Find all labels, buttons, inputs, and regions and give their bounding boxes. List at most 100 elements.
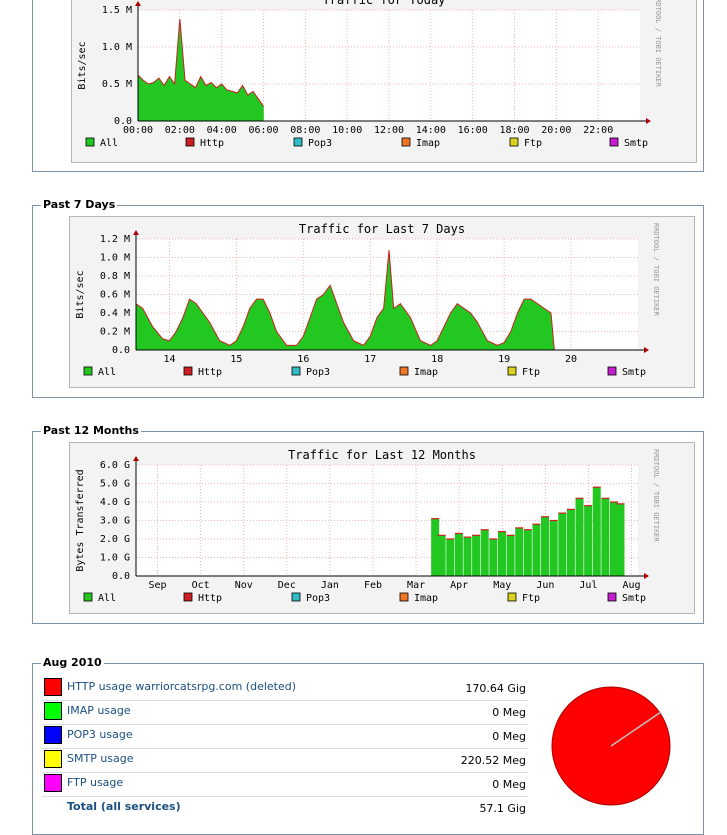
- legend-label-ftp: Ftp: [522, 593, 540, 604]
- usage-row-pop3: POP3 usage 0 Meg: [42, 724, 528, 749]
- legend-swatch-imap: [399, 366, 409, 376]
- x-tick-label: 04:00: [207, 125, 237, 136]
- data-bar: [575, 498, 584, 576]
- smtp-swatch: [44, 750, 62, 768]
- legend-swatch-pop3: [291, 366, 301, 376]
- legend-swatch-http: [185, 137, 195, 147]
- legend-swatch-all: [85, 137, 95, 147]
- data-bar: [506, 535, 515, 576]
- legend-label-pop3: Pop3: [308, 138, 332, 149]
- ftp-usage-value: 0 Meg: [492, 778, 526, 791]
- y-tick-label: 1.0 M: [100, 253, 130, 264]
- usage-row-imap: IMAP usage 0 Meg: [42, 700, 528, 725]
- rrdtool-watermark: RRDTOOL / TOBI OETIKER: [654, 0, 662, 88]
- data-bar: [515, 527, 524, 576]
- legend-label-ftp: Ftp: [522, 367, 540, 378]
- legend-label-pop3: Pop3: [306, 367, 330, 378]
- x-tick-label: 08:00: [290, 125, 320, 136]
- y-tick-label: 0.8 M: [100, 271, 130, 282]
- legend-swatch-ftp: [509, 137, 519, 147]
- ftp-swatch: [44, 774, 62, 792]
- y-tick-label: 0.5 M: [102, 79, 132, 90]
- legend-label-all: All: [98, 367, 116, 378]
- y-axis-arrow: [133, 230, 139, 235]
- data-bar: [489, 539, 498, 576]
- data-bar: [558, 513, 567, 576]
- chart-title: Traffic for Last 7 Days: [299, 222, 465, 236]
- x-axis-arrow: [646, 118, 651, 124]
- y-axis-label: Bytes Transferred: [75, 469, 86, 571]
- past12-section: Past 12 Months Traffic for Last 12 Month…: [32, 424, 704, 624]
- chart-title: Traffic for Last 12 Months: [288, 448, 476, 462]
- x-tick-label: 14:00: [416, 125, 446, 136]
- ftp-usage-link[interactable]: FTP usage: [67, 776, 124, 789]
- legend-swatch-smtp: [607, 592, 617, 602]
- x-tick-label: 19: [498, 354, 510, 365]
- usage-pie-chart: [551, 686, 671, 806]
- legend-label-all: All: [100, 138, 118, 149]
- usage-row-http: HTTP usage warriorcatsrpg.com (deleted) …: [42, 676, 528, 701]
- y-tick-label: 5.0 G: [100, 479, 130, 490]
- legend-label-smtp: Smtp: [622, 593, 646, 604]
- legend-swatch-http: [183, 592, 193, 602]
- aug-title: Aug 2010: [41, 656, 104, 669]
- x-tick-label: 16:00: [458, 125, 488, 136]
- pop3-swatch: [44, 726, 62, 744]
- chart-title: Traffic for Today: [323, 0, 446, 7]
- legend-label-smtp: Smtp: [624, 138, 648, 149]
- x-tick-label: 22:00: [583, 125, 613, 136]
- data-bar: [609, 502, 618, 576]
- data-bar: [431, 518, 440, 576]
- y-tick-label: 1.5 M: [102, 5, 132, 16]
- legend-label-smtp: Smtp: [622, 367, 646, 378]
- http-line: [137, 18, 264, 107]
- y-tick-label: 2.0 G: [100, 534, 130, 545]
- x-tick-label: Dec: [278, 580, 296, 591]
- data-bar: [454, 533, 463, 576]
- legend-swatch-imap: [399, 592, 409, 602]
- y-tick-label: 0.0: [114, 116, 132, 127]
- total-usage-value: 57.1 Gig: [479, 802, 526, 815]
- y-tick-label: 0.4 M: [100, 308, 130, 319]
- legend-label-http: Http: [200, 138, 224, 149]
- data-bar: [446, 539, 455, 576]
- y-tick-label: 1.0 M: [102, 42, 132, 53]
- legend-swatch-all: [83, 592, 93, 602]
- x-tick-label: Aug: [623, 580, 641, 591]
- x-tick-label: Feb: [364, 580, 382, 591]
- legend-label-pop3: Pop3: [306, 593, 330, 604]
- data-bar: [616, 503, 625, 576]
- pop3-usage-link[interactable]: POP3 usage: [67, 728, 133, 741]
- legend-swatch-pop3: [293, 137, 303, 147]
- x-tick-label: Oct: [192, 580, 210, 591]
- y-tick-label: 1.2 M: [100, 234, 130, 245]
- legend-swatch-ftp: [507, 592, 517, 602]
- rrdtool-watermark: RRDTOOL / TOBI OETIKER: [652, 449, 660, 543]
- x-axis-arrow: [644, 573, 649, 579]
- http-usage-link[interactable]: HTTP usage warriorcatsrpg.com (deleted): [67, 680, 297, 693]
- data-bar: [566, 509, 575, 576]
- y-axis-arrow: [133, 456, 139, 461]
- past7-title: Past 7 Days: [41, 198, 118, 211]
- legend-swatch-all: [83, 366, 93, 376]
- data-bar: [601, 498, 610, 576]
- smtp-usage-link[interactable]: SMTP usage: [67, 752, 134, 765]
- aug-section: Aug 2010: [32, 656, 704, 835]
- legend-swatch-imap: [401, 137, 411, 147]
- y-tick-label: 0.0: [112, 571, 130, 582]
- smtp-usage-value: 220.52 Meg: [460, 754, 526, 767]
- legend-label-http: Http: [198, 367, 222, 378]
- data-bar: [480, 529, 489, 576]
- rrdtool-watermark: RRDTOOL / TOBI OETIKER: [652, 223, 660, 317]
- data-bar: [532, 524, 541, 576]
- data-bar: [497, 531, 506, 576]
- total-usage-link[interactable]: Total (all services): [67, 800, 181, 813]
- past7-section: Past 7 Days Traffic for Last 7 Days 0.0 0.…: [32, 198, 704, 398]
- legend-swatch-ftp: [507, 366, 517, 376]
- legend-label-all: All: [98, 593, 116, 604]
- imap-usage-link[interactable]: IMAP usage: [67, 704, 131, 717]
- past12-chart-svg: Traffic for Last 12 Months 0.0 1.0 G 2.0 G 3…: [75, 448, 660, 604]
- data-bar: [437, 535, 446, 576]
- data-bar: [463, 537, 472, 576]
- x-tick-label: Mar: [407, 580, 425, 591]
